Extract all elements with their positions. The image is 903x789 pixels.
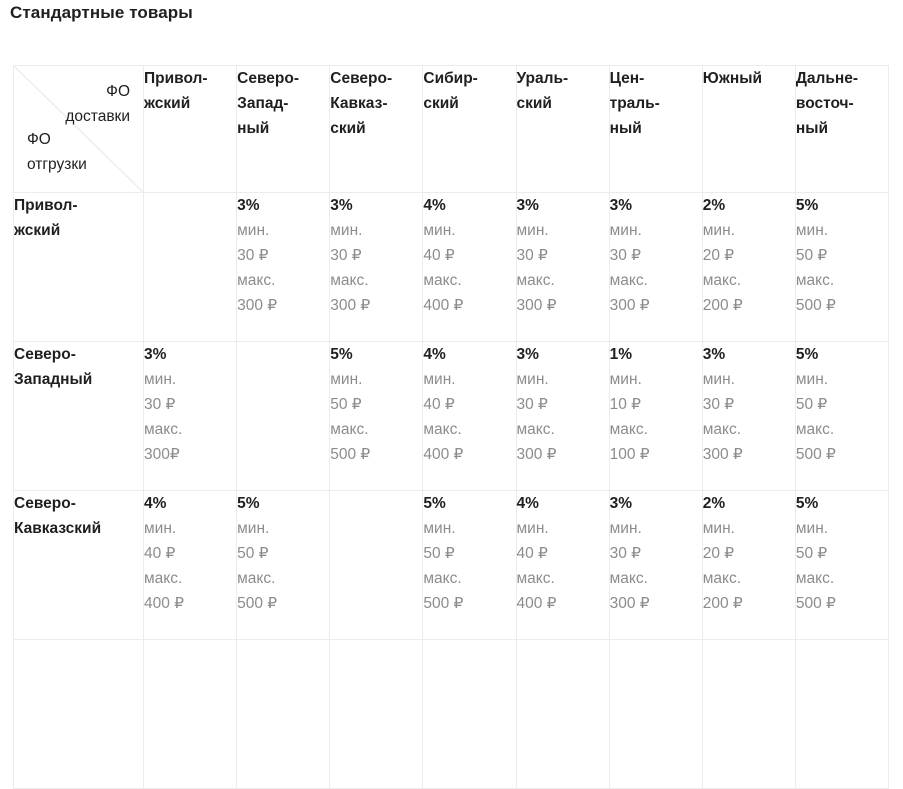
fee-cell: 3% мин. 30 ₽ макс. 300 ₽ bbox=[515, 341, 610, 491]
row-header: Привол- жский bbox=[13, 192, 144, 342]
col-header-uralsky: Ураль- ский bbox=[515, 65, 610, 193]
table-header-row: ФО доставки ФО отгрузки Привол- жский Се… bbox=[13, 65, 890, 193]
fee-min-max: мин. 50 ₽ макс. 500 ₽ bbox=[423, 520, 464, 612]
fee-min-max: мин. 30 ₽ макс. 300₽ bbox=[144, 371, 183, 463]
fee-min-max: мин. 40 ₽ макс. 400 ₽ bbox=[423, 222, 464, 314]
fee-percent: 3% bbox=[702, 346, 726, 363]
fee-cell: 5% мин. 50 ₽ макс. 500 ₽ bbox=[329, 341, 424, 491]
fee-percent: 3% bbox=[330, 197, 353, 214]
fee-min-max: мин. 40 ₽ макс. 400 ₽ bbox=[516, 520, 557, 612]
fee-percent: 1% bbox=[609, 346, 633, 363]
fee-percent: 3% bbox=[516, 346, 539, 363]
fee-cell: 3% мин. 30 ₽ макс. 300₽ bbox=[142, 341, 238, 491]
fee-cell-empty bbox=[236, 639, 331, 789]
fee-percent: 5% bbox=[237, 495, 260, 512]
fee-percent: 2% bbox=[702, 197, 726, 214]
table-row-severo-kavkazsky: Северо- Кавказский 4% мин. 40 ₽ макс. 40… bbox=[13, 490, 890, 640]
fee-cell: 5% мин. 50 ₽ макс. 500 ₽ bbox=[794, 490, 890, 640]
fee-cell-empty bbox=[515, 639, 610, 789]
fee-cell: 2% мин. 20 ₽ макс. 200 ₽ bbox=[701, 192, 796, 342]
fee-min-max: мин. 30 ₽ макс. 300 ₽ bbox=[609, 520, 650, 612]
fee-cell-empty bbox=[142, 192, 238, 342]
fee-min-max: мин. 10 ₽ макс. 100 ₽ bbox=[609, 371, 650, 463]
fee-cell: 3% мин. 30 ₽ макс. 300 ₽ bbox=[329, 192, 424, 342]
fee-min-max: мин. 30 ₽ макс. 300 ₽ bbox=[237, 222, 278, 314]
fee-percent: 3% bbox=[144, 346, 167, 363]
fee-cell: 3% мин. 30 ₽ макс. 300 ₽ bbox=[701, 341, 796, 491]
table-row-partial bbox=[13, 639, 890, 789]
table-row-severo-zapadny: Северо- Западный 3% мин. 30 ₽ макс. 300₽… bbox=[13, 341, 890, 491]
fee-percent: 3% bbox=[516, 197, 539, 214]
fee-percent: 5% bbox=[330, 346, 353, 363]
fee-cell: 3% мин. 30 ₽ макс. 300 ₽ bbox=[608, 192, 703, 342]
fee-min-max: мин. 20 ₽ макс. 200 ₽ bbox=[702, 520, 743, 612]
fee-cell: 3% мин. 30 ₽ макс. 300 ₽ bbox=[608, 490, 703, 640]
col-header-yuzhny: Южный bbox=[701, 65, 796, 193]
fee-percent: 4% bbox=[423, 197, 446, 214]
fee-cell-empty bbox=[329, 639, 424, 789]
fee-percent: 4% bbox=[516, 495, 539, 512]
fee-percent: 3% bbox=[609, 495, 633, 512]
fee-percent: 4% bbox=[144, 495, 167, 512]
fee-cell-empty bbox=[236, 341, 331, 491]
fee-cell: 5% мин. 50 ₽ макс. 500 ₽ bbox=[794, 341, 890, 491]
fee-percent: 4% bbox=[423, 346, 446, 363]
fee-min-max: мин. 30 ₽ макс. 300 ₽ bbox=[702, 371, 743, 463]
fee-percent: 3% bbox=[237, 197, 260, 214]
fee-min-max: мин. 40 ₽ макс. 400 ₽ bbox=[423, 371, 464, 463]
fee-percent: 3% bbox=[609, 197, 633, 214]
fee-percent: 5% bbox=[795, 495, 819, 512]
fee-cell: 4% мин. 40 ₽ макс. 400 ₽ bbox=[515, 490, 610, 640]
col-header-severo-kavkazsky: Северо- Кавказ- ский bbox=[329, 65, 424, 193]
fee-cell-empty bbox=[142, 639, 238, 789]
fee-percent: 5% bbox=[795, 197, 819, 214]
fee-min-max: мин. 30 ₽ макс. 300 ₽ bbox=[516, 371, 557, 463]
fee-cell: 3% мин. 30 ₽ макс. 300 ₽ bbox=[515, 192, 610, 342]
fee-cell: 5% мин. 50 ₽ макс. 500 ₽ bbox=[422, 490, 517, 640]
fee-min-max: мин. 50 ₽ макс. 500 ₽ bbox=[795, 222, 836, 314]
fee-cell: 5% мин. 50 ₽ макс. 500 ₽ bbox=[794, 192, 890, 342]
fee-percent: 2% bbox=[702, 495, 726, 512]
page-title: Стандартные товары bbox=[10, 3, 193, 22]
col-header-dalnevostochny: Дальне- восточ- ный bbox=[794, 65, 890, 193]
col-header-privolzhsky: Привол- жский bbox=[142, 65, 238, 193]
fee-percent: 5% bbox=[423, 495, 446, 512]
fee-cell-empty bbox=[608, 639, 703, 789]
corner-label-delivery-fo: ФО доставки bbox=[65, 83, 130, 125]
corner-label-shipping-fo: ФО отгрузки bbox=[27, 131, 87, 173]
fee-min-max: мин. 30 ₽ макс. 300 ₽ bbox=[516, 222, 557, 314]
fee-cell-empty bbox=[329, 490, 424, 640]
fee-cell: 4% мин. 40 ₽ макс. 400 ₽ bbox=[422, 341, 517, 491]
fee-min-max: мин. 50 ₽ макс. 500 ₽ bbox=[795, 371, 836, 463]
fee-min-max: мин. 50 ₽ макс. 500 ₽ bbox=[237, 520, 278, 612]
fee-cell-empty bbox=[794, 639, 890, 789]
fee-cell: 4% мин. 40 ₽ макс. 400 ₽ bbox=[142, 490, 238, 640]
diagonal-divider-line bbox=[14, 66, 143, 192]
fee-cell: 2% мин. 20 ₽ макс. 200 ₽ bbox=[701, 490, 796, 640]
fee-cell-empty bbox=[422, 639, 517, 789]
fee-min-max: мин. 20 ₽ макс. 200 ₽ bbox=[702, 222, 743, 314]
fee-min-max: мин. 40 ₽ макс. 400 ₽ bbox=[144, 520, 185, 612]
tariff-table: ФО доставки ФО отгрузки Привол- жский Се… bbox=[13, 65, 890, 789]
col-header-sibirsky: Сибир- ский bbox=[422, 65, 517, 193]
fee-cell-empty bbox=[701, 639, 796, 789]
fee-cell: 3% мин. 30 ₽ макс. 300 ₽ bbox=[236, 192, 331, 342]
col-header-severo-zapadny: Северо- Запад- ный bbox=[236, 65, 331, 193]
fee-min-max: мин. 30 ₽ макс. 300 ₽ bbox=[330, 222, 371, 314]
row-header: Северо- Западный bbox=[13, 341, 144, 491]
fee-percent: 5% bbox=[795, 346, 819, 363]
fee-min-max: мин. 50 ₽ макс. 500 ₽ bbox=[795, 520, 836, 612]
row-header-empty bbox=[13, 639, 144, 789]
table-row-privolzhsky: Привол- жский 3% мин. 30 ₽ макс. 300 ₽ 3… bbox=[13, 192, 890, 342]
row-header: Северо- Кавказский bbox=[13, 490, 144, 640]
col-header-tsentralny: Цен- траль- ный bbox=[608, 65, 703, 193]
fee-cell: 4% мин. 40 ₽ макс. 400 ₽ bbox=[422, 192, 517, 342]
fee-min-max: мин. 50 ₽ макс. 500 ₽ bbox=[330, 371, 371, 463]
fee-cell: 1% мин. 10 ₽ макс. 100 ₽ bbox=[608, 341, 703, 491]
corner-cell: ФО доставки ФО отгрузки bbox=[13, 65, 144, 193]
fee-cell: 5% мин. 50 ₽ макс. 500 ₽ bbox=[236, 490, 331, 640]
fee-min-max: мин. 30 ₽ макс. 300 ₽ bbox=[609, 222, 650, 314]
